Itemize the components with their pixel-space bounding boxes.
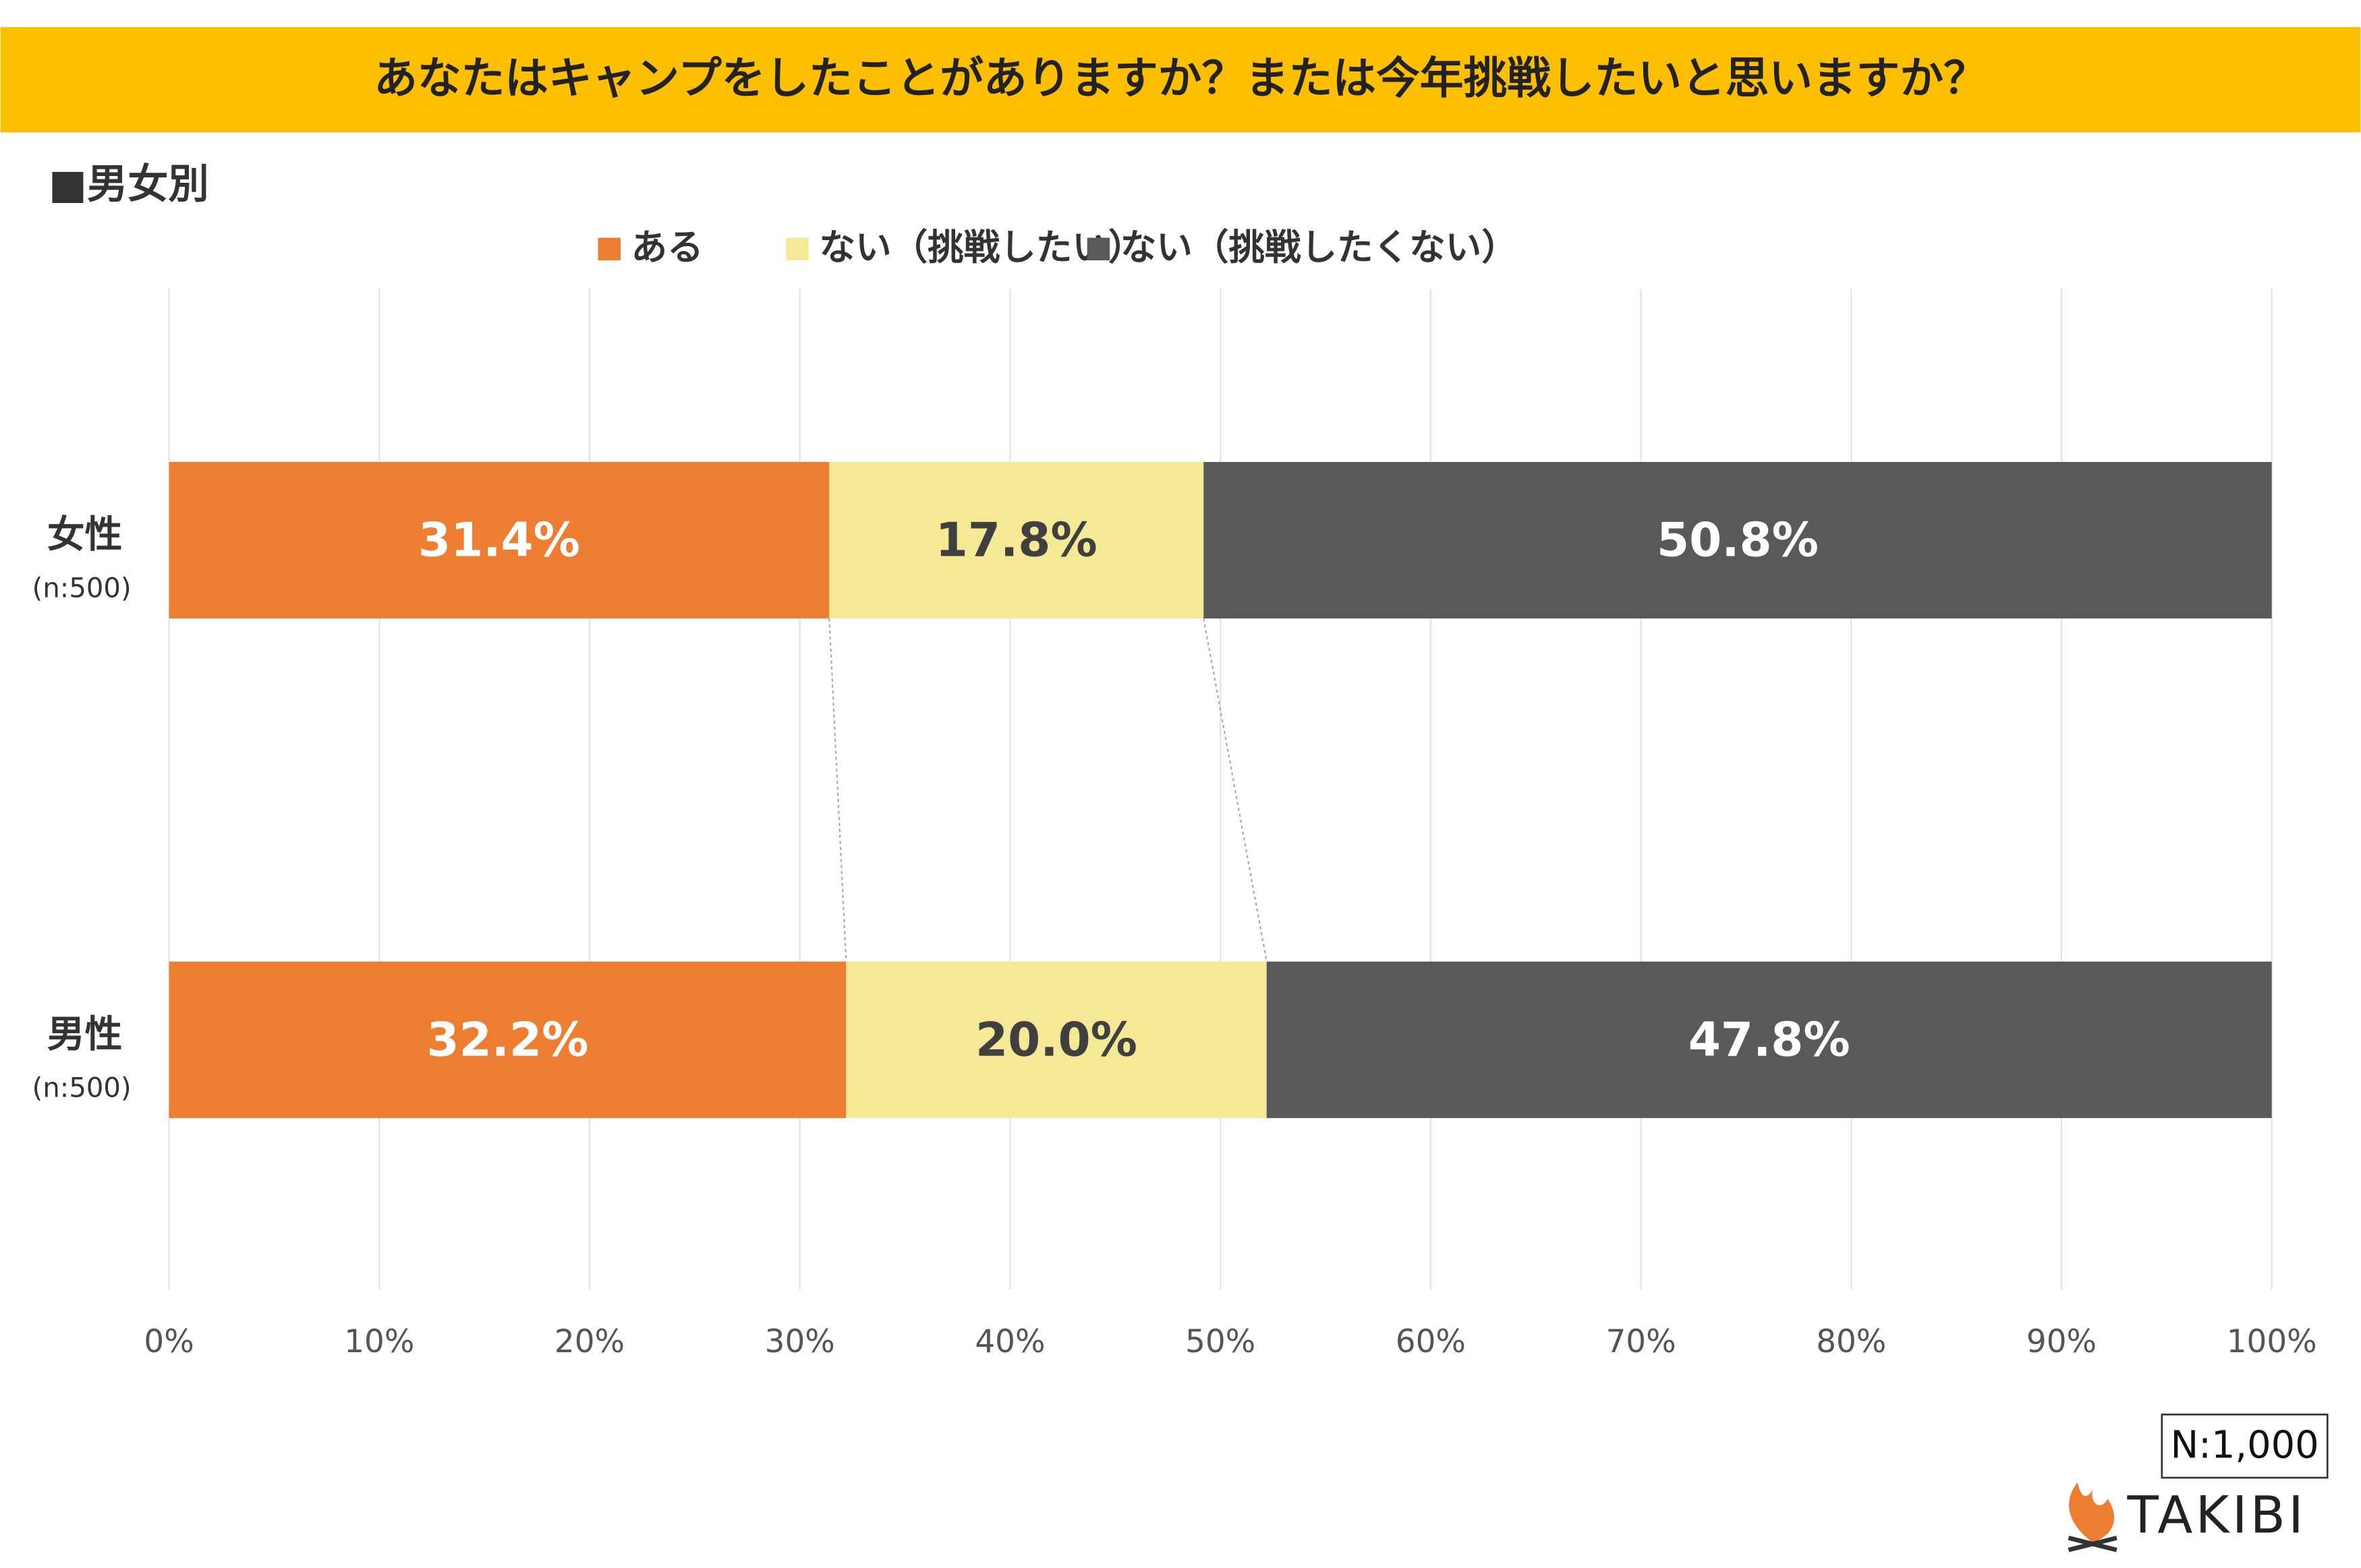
brand: TAKIBI [2126,1485,2306,1544]
x-tick-label: 30% [765,1324,835,1360]
x-tick-label: 80% [1816,1324,1886,1360]
x-tick-label: 20% [554,1324,625,1360]
bar-segment [1203,462,2272,619]
connector-line [1203,618,1268,962]
note: N:1,000 [2170,1424,2319,1468]
x-tick-label: 0% [144,1324,194,1360]
x-tick-label: 50% [1185,1324,1255,1360]
category-note: (n:500) [32,573,132,604]
title-bar [0,27,2361,133]
legend-swatch [1087,237,1110,261]
y-tick-label: 男性 [47,1012,123,1056]
x-tick-label: 100% [2227,1324,2317,1360]
y-tick-label: 女性 [47,513,123,557]
bar-segment [829,462,1204,619]
bar-segment [1266,961,2272,1118]
logo: TAKIBI [2068,1482,2306,1552]
legend-label: ない（挑戦したくない） [1120,226,1518,268]
value-label: 32.2% [426,1013,588,1067]
value-label: 17.8% [936,514,1098,568]
value-label: 20.0% [975,1013,1137,1067]
x-tick-label: 10% [344,1324,414,1360]
value-label: 47.8% [1688,1013,1850,1067]
logo-logs [2068,1536,2117,1552]
value-label: 50.8% [1657,514,1819,568]
bar-segment [169,961,847,1118]
x-tick-label: 90% [2026,1324,2097,1360]
legend-swatch [598,237,621,261]
bar-segment [846,961,1267,1118]
subtitle: ■男女別 [49,161,209,208]
legend-label: ある [631,226,704,268]
note-box [2161,1414,2329,1479]
chart-title: あなたはキャンプをしたことがありますか？または今年挑戦したいと思いますか？ [374,53,1987,104]
category-note: (n:500) [32,1072,132,1103]
x-tick-label: 40% [975,1324,1045,1360]
connector-line [828,618,847,962]
logo-flame [2069,1482,2115,1543]
legend-swatch [786,237,809,261]
x-tick-label: 70% [1605,1324,1676,1360]
x-tick-label: 60% [1396,1324,1466,1360]
bar-segment [169,462,830,619]
value-label: 31.4% [418,514,580,568]
